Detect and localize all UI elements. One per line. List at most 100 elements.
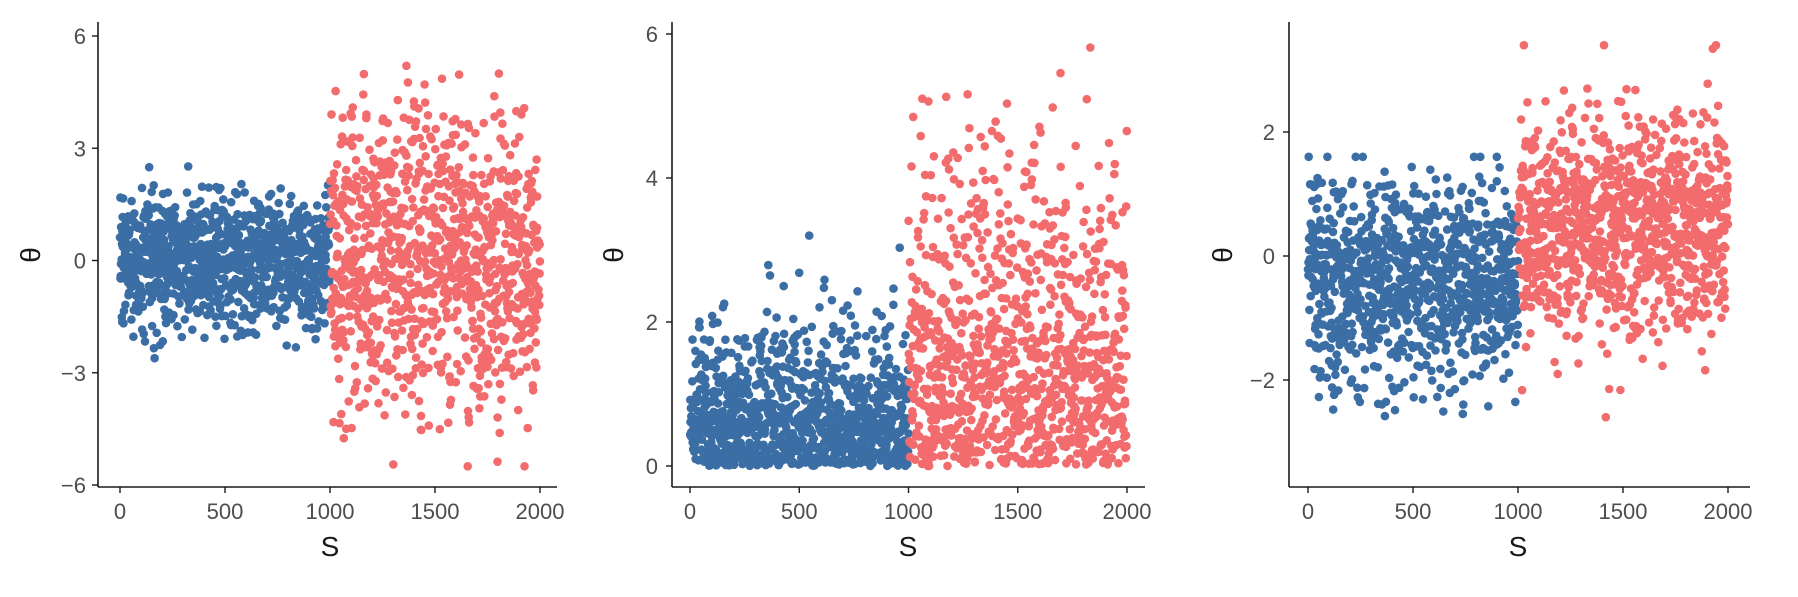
panel-1-series-2-point — [454, 163, 464, 172]
panel-1-series-1-point — [150, 353, 159, 363]
panel-2-series-2-point — [1119, 324, 1129, 334]
panel-3-series-1-point — [1476, 152, 1485, 162]
panel-2-series-2-point — [963, 232, 973, 242]
panel-1-series-2-point — [535, 240, 544, 249]
panel-2-series-2-point — [992, 314, 1002, 324]
panel-2-series-2-point — [1021, 302, 1030, 311]
panel-1-series-2-point — [421, 152, 431, 161]
panel-1-series-2-point — [374, 398, 383, 408]
panel-1-series-2-point — [535, 257, 545, 266]
panel-1-series-2-point — [420, 80, 429, 89]
panel-2-series-2-point — [1027, 175, 1037, 184]
panel-1-series-2-point — [501, 229, 511, 239]
panel-2-series-2-point — [945, 262, 954, 271]
panel-1-series-2-point — [527, 176, 537, 186]
panel-2-series-2-point — [953, 153, 962, 163]
panel-1-series-1-point — [226, 197, 236, 207]
panel-2-series-2-point — [1080, 434, 1090, 444]
panel-1-series-1-point — [147, 321, 157, 331]
panel-3-series-1-point — [1338, 186, 1348, 196]
panel-2-series-2-point — [1038, 379, 1047, 388]
panel-1-series-2-point — [498, 119, 507, 128]
panel-1-points — [115, 61, 545, 471]
panel-1-series-2-point — [532, 363, 541, 372]
panel-1-series-2-point — [477, 170, 486, 180]
panel-2-series-1-point — [765, 271, 775, 280]
panel-2-series-1-point — [772, 313, 781, 322]
panel-1-series-2-point — [388, 364, 397, 374]
panel-1-series-1-point — [316, 214, 326, 223]
panel-3-series-1-point — [1495, 163, 1504, 172]
panel-1-series-2-point — [422, 332, 432, 342]
panel-1-series-2-point — [515, 367, 525, 377]
panel-1-series-1-point — [144, 162, 154, 172]
panel-1-series-2-point — [406, 278, 416, 288]
panel-2-series-2-point — [1032, 391, 1042, 401]
panel-2-series-1-point — [756, 341, 766, 351]
panel-2-series-2-point — [1026, 323, 1035, 333]
panel-2-series-2-point — [976, 132, 985, 142]
panel-3-series-1-point — [1494, 232, 1504, 242]
panel-1-series-2-point — [402, 61, 411, 71]
panel-1-y-tick-label: 0 — [74, 249, 86, 274]
panel-1-series-2-point — [528, 386, 538, 395]
panel-1-series-2-point — [435, 424, 445, 434]
panel-2-series-2-point — [907, 162, 916, 171]
panel-1-series-2-point — [443, 352, 452, 362]
panel-3-series-1-point — [1391, 190, 1401, 199]
panel-2-series-2-point — [1048, 221, 1058, 230]
panel-3-series-1-point — [1332, 240, 1342, 250]
panel-2-series-2-point — [1052, 353, 1062, 362]
panel-3-series-1-point — [1453, 316, 1462, 326]
panel-2-series-2-point — [1082, 205, 1091, 215]
panel-1-series-2-point — [444, 418, 453, 428]
panel-2-series-2-point — [972, 193, 981, 203]
panel-2-series-2-point — [940, 251, 949, 261]
panel-2-series-2-point — [986, 308, 996, 317]
panel-2-series-2-point — [931, 425, 941, 434]
panel-1-series-2-point — [477, 338, 486, 347]
panel-1-series-2-point — [464, 123, 474, 133]
panel-3-series-1-point — [1338, 203, 1348, 212]
panel-3-series-1-point — [1392, 353, 1402, 363]
panel-1-series-1-point — [212, 321, 221, 331]
panel-2-series-1-point — [837, 406, 846, 415]
panel-2-series-1-point — [867, 347, 877, 356]
panel-1-series-1-point — [234, 297, 243, 307]
panel-2-series-2-point — [980, 142, 990, 151]
panel-2-series-2-point — [1036, 128, 1045, 137]
panel-2-series-2-point — [910, 455, 920, 465]
panel-1-series-2-point — [350, 361, 360, 371]
panel-2-series-2-point — [1023, 289, 1032, 299]
panel-1-x-ticks: 0 500 1000 1500 2000 — [114, 487, 564, 524]
panel-2-series-1-point — [877, 311, 886, 321]
panel-1-series-2-point — [382, 325, 392, 335]
panel-1-series-2-point — [345, 312, 354, 321]
panel-1-series-2-point — [383, 295, 392, 304]
panel-2-series-1-point — [688, 335, 697, 344]
panel-2-series-2-point — [1023, 309, 1032, 319]
panel-2-series-1-point — [819, 283, 829, 293]
panel-1-series-1-point — [248, 315, 257, 325]
panel-3-series-1-point — [1469, 152, 1479, 162]
panel-1-series-2-point — [339, 335, 348, 345]
panel-2-series-1-point — [807, 322, 817, 332]
panel-1-series-2-point — [437, 262, 446, 271]
panel-2-series-2-point — [986, 269, 995, 279]
panel-3-series-1-point — [1440, 207, 1450, 216]
panel-1-series-2-point — [338, 113, 348, 122]
panel-1-series-2-point — [470, 344, 479, 354]
panel-2-x-tick-label: 1500 — [993, 499, 1042, 524]
panel-3-series-1-point — [1384, 373, 1394, 383]
panel-2-series-2-point — [1029, 220, 1038, 229]
panel-1-series-2-point — [372, 191, 382, 201]
panel-2-series-1-point — [882, 342, 892, 351]
panel-2-series-2-point — [908, 112, 918, 122]
panel-3-series-1-point — [1374, 334, 1384, 344]
panel-2-x-tick-label: 1000 — [884, 499, 933, 524]
panel-1-series-2-point — [465, 221, 474, 231]
panel-2-series-1-point — [818, 367, 827, 377]
panel-1-series-2-point — [486, 355, 496, 365]
panel-1-series-2-point — [429, 269, 438, 278]
panel-2-series-1-point — [889, 300, 898, 310]
